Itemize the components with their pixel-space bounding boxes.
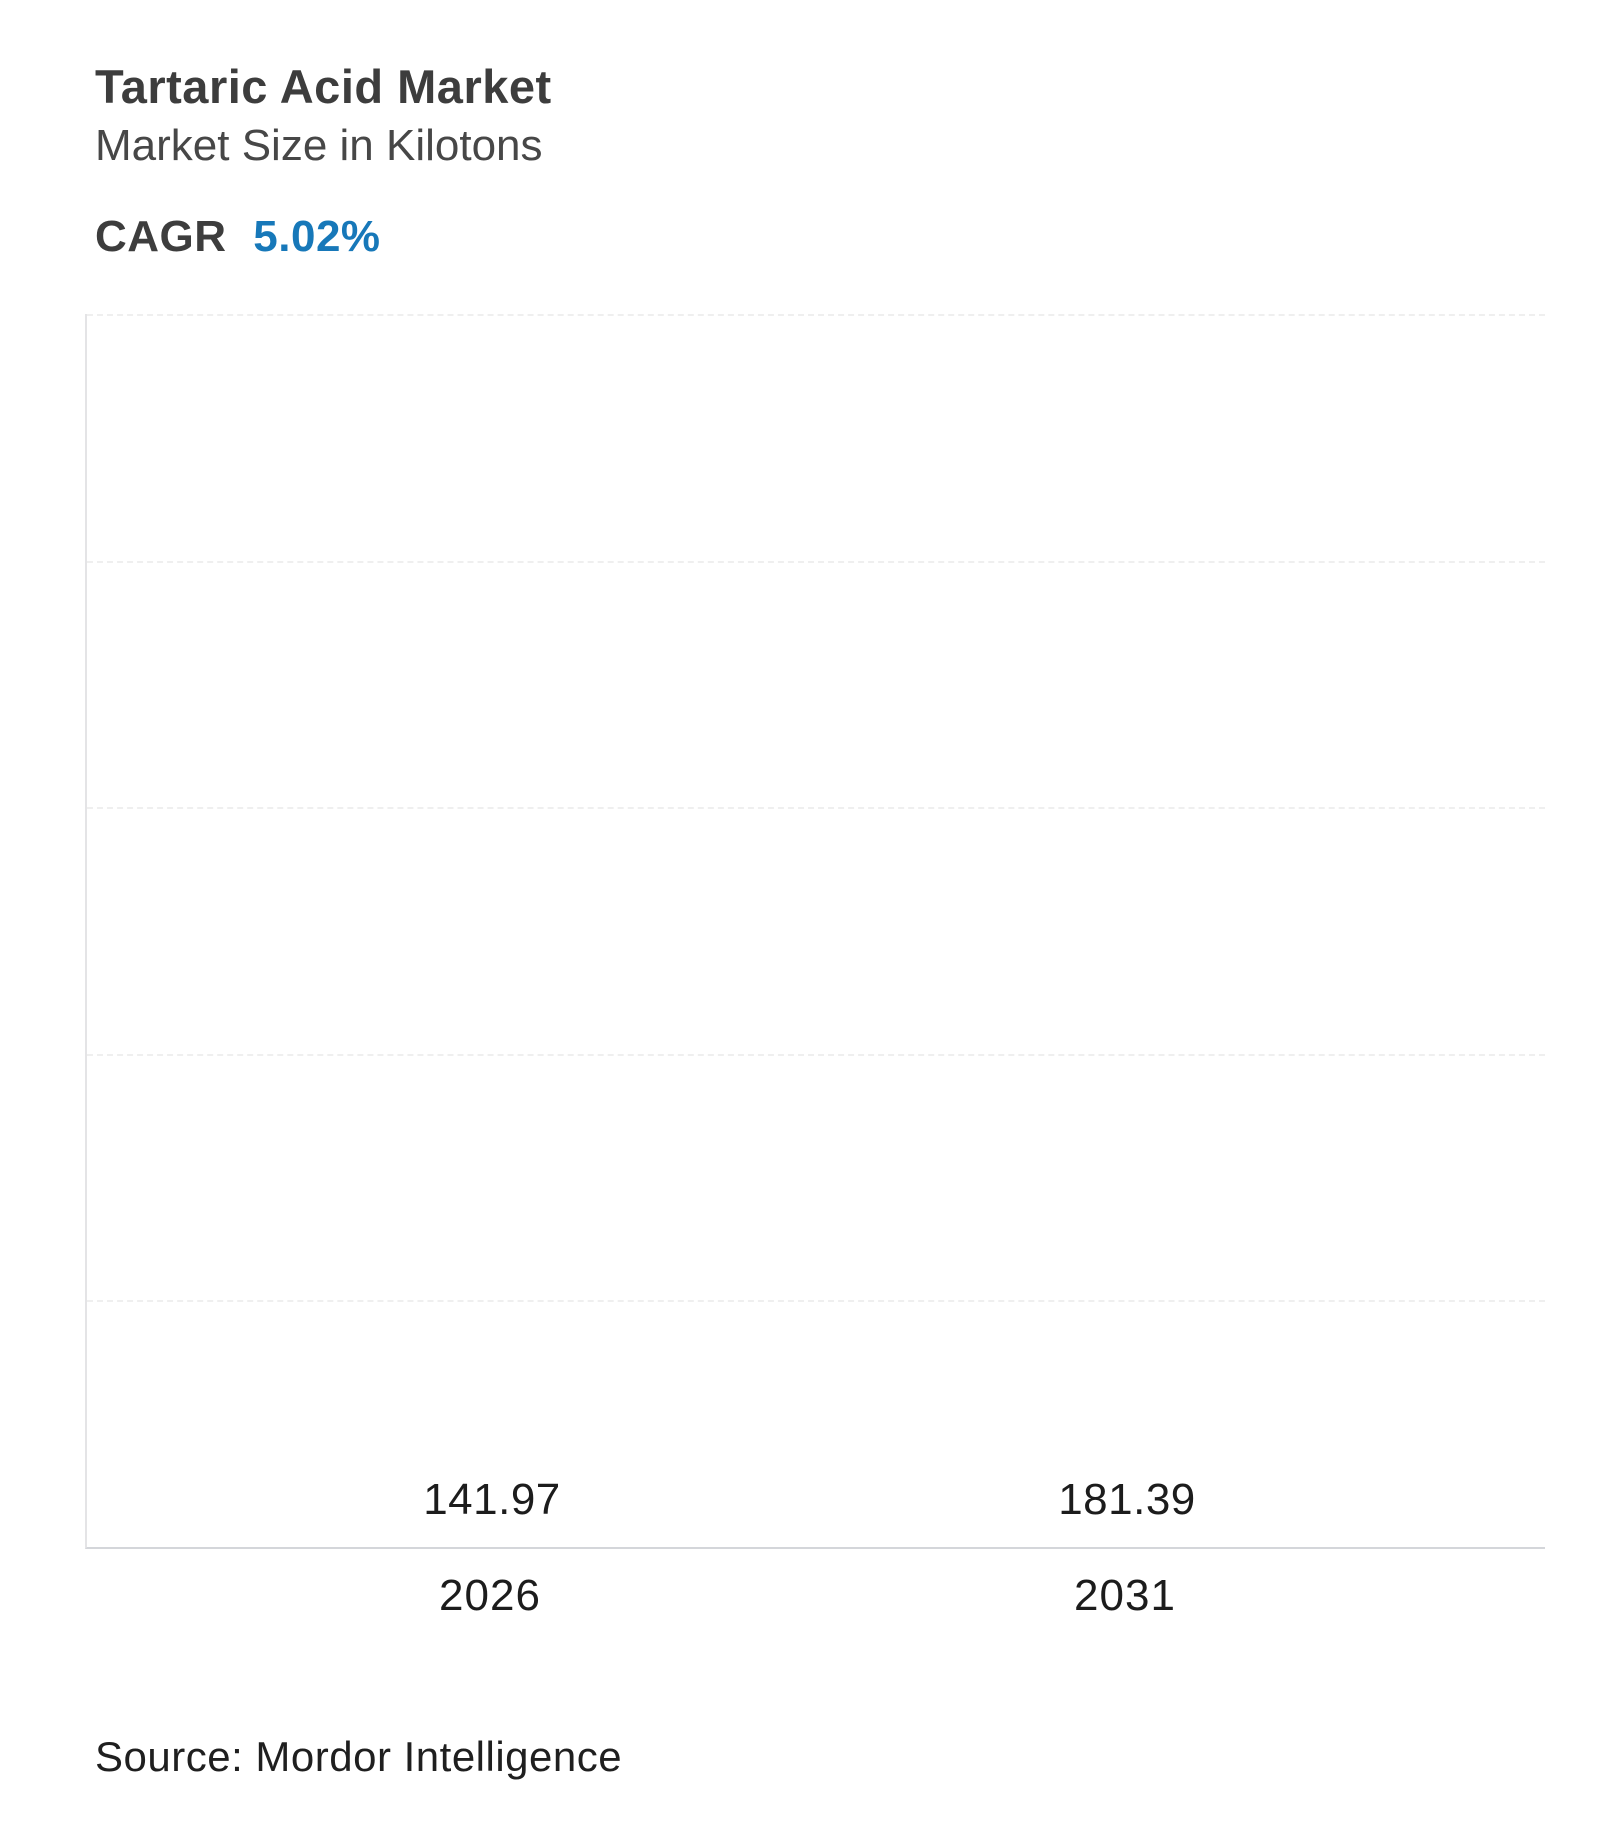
chart-header: Tartaric Acid Market Market Size in Kilo… bbox=[85, 58, 1545, 262]
gridline bbox=[87, 1053, 1545, 1056]
bar-value-label: 141.97 bbox=[423, 1474, 561, 1524]
bar-group-2031: 181.39 bbox=[967, 1475, 1287, 1547]
chart-title: Tartaric Acid Market bbox=[95, 60, 552, 113]
x-axis: 2026 2031 bbox=[85, 1571, 1545, 1641]
cagr-line: CAGR 5.02% bbox=[95, 212, 1545, 262]
cagr-label: CAGR bbox=[95, 211, 227, 261]
gridline bbox=[87, 1300, 1545, 1303]
cagr-value: 5.02% bbox=[253, 211, 381, 261]
bar-value-label: 181.39 bbox=[1058, 1474, 1196, 1524]
x-axis-label-2026: 2026 bbox=[439, 1570, 541, 1620]
bar-group-2026: 141.97 bbox=[332, 1475, 652, 1547]
gridline bbox=[87, 807, 1545, 810]
gridline bbox=[87, 560, 1545, 563]
x-axis-label-2031: 2031 bbox=[1074, 1570, 1176, 1620]
plot-area: 141.97 181.39 bbox=[85, 313, 1545, 1549]
source-attribution: Source: Mordor Intelligence bbox=[95, 1732, 623, 1780]
chart-subtitle: Market Size in Kilotons bbox=[95, 120, 543, 170]
gridline bbox=[87, 313, 1545, 316]
